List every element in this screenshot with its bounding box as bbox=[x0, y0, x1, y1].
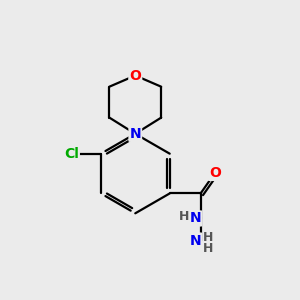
Text: Cl: Cl bbox=[64, 147, 79, 161]
Text: N: N bbox=[190, 212, 201, 226]
Text: H: H bbox=[202, 230, 213, 244]
Text: O: O bbox=[129, 68, 141, 83]
Text: O: O bbox=[209, 166, 221, 180]
Text: H: H bbox=[179, 211, 189, 224]
Text: N: N bbox=[130, 127, 141, 141]
Text: N: N bbox=[190, 233, 201, 248]
Text: H: H bbox=[202, 242, 213, 255]
